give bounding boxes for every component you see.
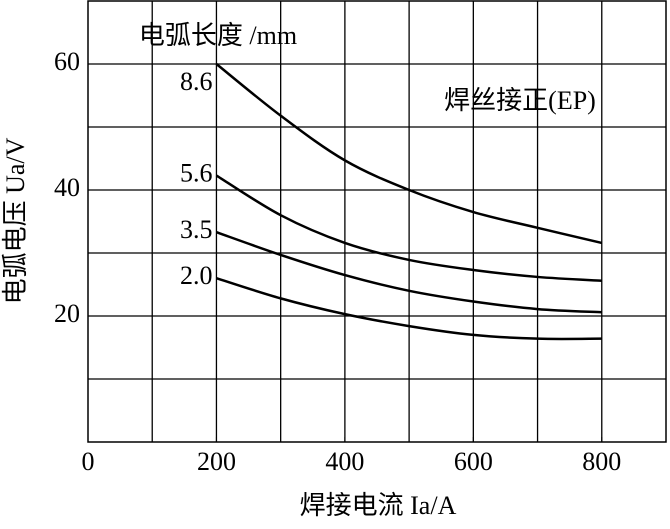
x-tick-label: 600 — [454, 447, 493, 476]
plot-frame — [87, 0, 667, 443]
series-label: 2.0 — [180, 261, 213, 290]
series-label: 5.6 — [180, 158, 213, 187]
series-label: 3.5 — [180, 215, 213, 244]
y-tick-label: 40 — [54, 173, 80, 202]
y-tick-label: 20 — [54, 299, 80, 328]
annotation: 焊丝接正(EP) — [444, 86, 596, 115]
x-tick-label: 200 — [197, 447, 236, 476]
x-tick-label: 800 — [582, 447, 621, 476]
x-tick-label: 0 — [82, 447, 95, 476]
series-label: 8.6 — [180, 67, 213, 96]
x-axis-label: 焊接电流 Ia/A — [300, 491, 457, 520]
series-line — [215, 174, 602, 282]
series-line — [215, 63, 603, 245]
y-axis-label: 电弧电压 Ua/V — [1, 137, 30, 304]
y-tick-label: 60 — [54, 47, 80, 76]
series-line — [216, 231, 602, 314]
series-line — [216, 277, 602, 341]
x-tick-label: 400 — [325, 447, 364, 476]
legend-title: 电弧长度 /mm — [139, 21, 297, 50]
